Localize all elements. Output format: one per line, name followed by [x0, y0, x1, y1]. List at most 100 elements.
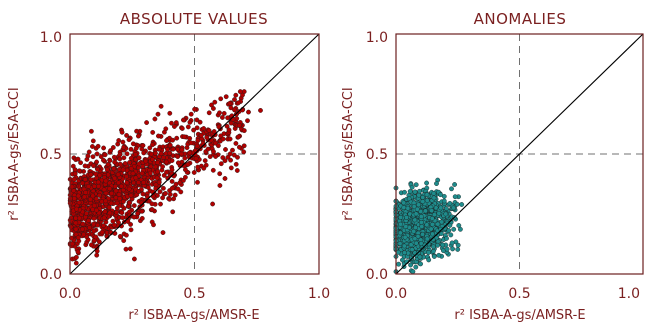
x-tick-label: 1.0 — [618, 286, 640, 302]
data-point — [424, 222, 430, 228]
data-point — [120, 167, 126, 173]
data-point — [222, 158, 228, 164]
data-point — [97, 172, 103, 178]
data-point — [223, 147, 228, 152]
data-point — [175, 147, 181, 152]
data-point — [402, 250, 407, 256]
data-point — [140, 164, 146, 169]
one-to-one-line — [69, 33, 320, 275]
data-point — [241, 149, 247, 155]
data-point — [164, 169, 169, 175]
data-point — [147, 145, 153, 151]
data-point — [409, 184, 415, 190]
data-point — [401, 200, 407, 206]
data-point — [131, 203, 137, 209]
data-point — [174, 135, 180, 141]
data-point — [143, 158, 149, 164]
data-point — [396, 261, 401, 267]
data-point — [185, 161, 191, 167]
data-point — [246, 109, 251, 115]
data-point — [411, 228, 417, 234]
data-point — [397, 230, 403, 236]
data-point — [232, 107, 237, 113]
data-point — [149, 207, 155, 212]
data-point — [413, 264, 419, 270]
data-point — [413, 225, 418, 231]
data-point — [451, 226, 457, 232]
data-point — [233, 161, 239, 167]
data-point — [424, 192, 430, 198]
data-point — [89, 242, 94, 248]
data-point — [90, 144, 95, 149]
data-point — [169, 120, 174, 126]
data-point — [152, 116, 158, 122]
data-point — [212, 99, 218, 105]
data-point — [201, 126, 207, 131]
data-point — [180, 117, 186, 123]
data-point — [220, 136, 226, 142]
data-point — [211, 149, 216, 155]
y-axis-label: r² ISBA-A-gs/ESA-CCI — [7, 87, 22, 220]
data-point — [210, 167, 216, 173]
data-point — [78, 160, 84, 166]
data-point — [167, 110, 173, 116]
data-point — [440, 242, 446, 248]
data-point — [134, 128, 140, 134]
data-point — [169, 178, 175, 184]
data-point — [93, 196, 99, 202]
data-point — [160, 230, 166, 236]
data-point — [124, 174, 129, 180]
data-point — [412, 189, 418, 195]
data-point — [86, 218, 91, 223]
data-point — [165, 146, 170, 152]
y-tick-label: 0.0 — [366, 267, 388, 283]
data-point — [438, 192, 443, 198]
data-point — [417, 254, 423, 260]
data-point — [401, 205, 407, 211]
data-point — [187, 119, 193, 125]
data-point — [107, 210, 113, 216]
data-point — [399, 257, 405, 263]
data-point — [236, 144, 242, 150]
data-point — [111, 166, 117, 172]
data-point — [446, 228, 452, 233]
data-point — [423, 208, 428, 214]
data-point — [228, 157, 234, 163]
data-point — [161, 172, 167, 178]
data-point — [444, 246, 450, 252]
data-point — [151, 222, 156, 228]
data-point — [420, 194, 426, 200]
data-point — [135, 211, 141, 216]
data-point — [111, 154, 117, 160]
data-point — [405, 205, 411, 211]
data-point — [117, 156, 123, 162]
scatter-points — [67, 89, 263, 266]
data-point — [119, 210, 125, 216]
data-point — [398, 221, 403, 227]
data-point — [139, 215, 145, 221]
data-point — [88, 196, 93, 202]
data-point — [420, 231, 425, 237]
data-point — [435, 221, 441, 227]
data-point — [418, 214, 424, 220]
data-point — [413, 182, 419, 188]
data-point — [76, 200, 82, 206]
data-point — [156, 146, 162, 152]
data-point — [101, 145, 107, 151]
scatter-points — [393, 177, 465, 274]
data-point — [136, 155, 142, 161]
data-point — [148, 151, 154, 157]
data-point — [71, 176, 77, 182]
data-point — [133, 151, 139, 157]
data-point — [116, 180, 121, 186]
data-point — [169, 167, 175, 173]
data-point — [136, 161, 142, 167]
data-point — [120, 199, 126, 205]
data-point — [99, 229, 105, 235]
data-point — [119, 183, 124, 189]
data-point — [408, 242, 414, 248]
data-point — [91, 163, 96, 169]
x-axis-label: r² ISBA-A-gs/AMSR-E — [128, 308, 259, 323]
data-point — [457, 226, 463, 232]
data-point — [188, 111, 194, 117]
